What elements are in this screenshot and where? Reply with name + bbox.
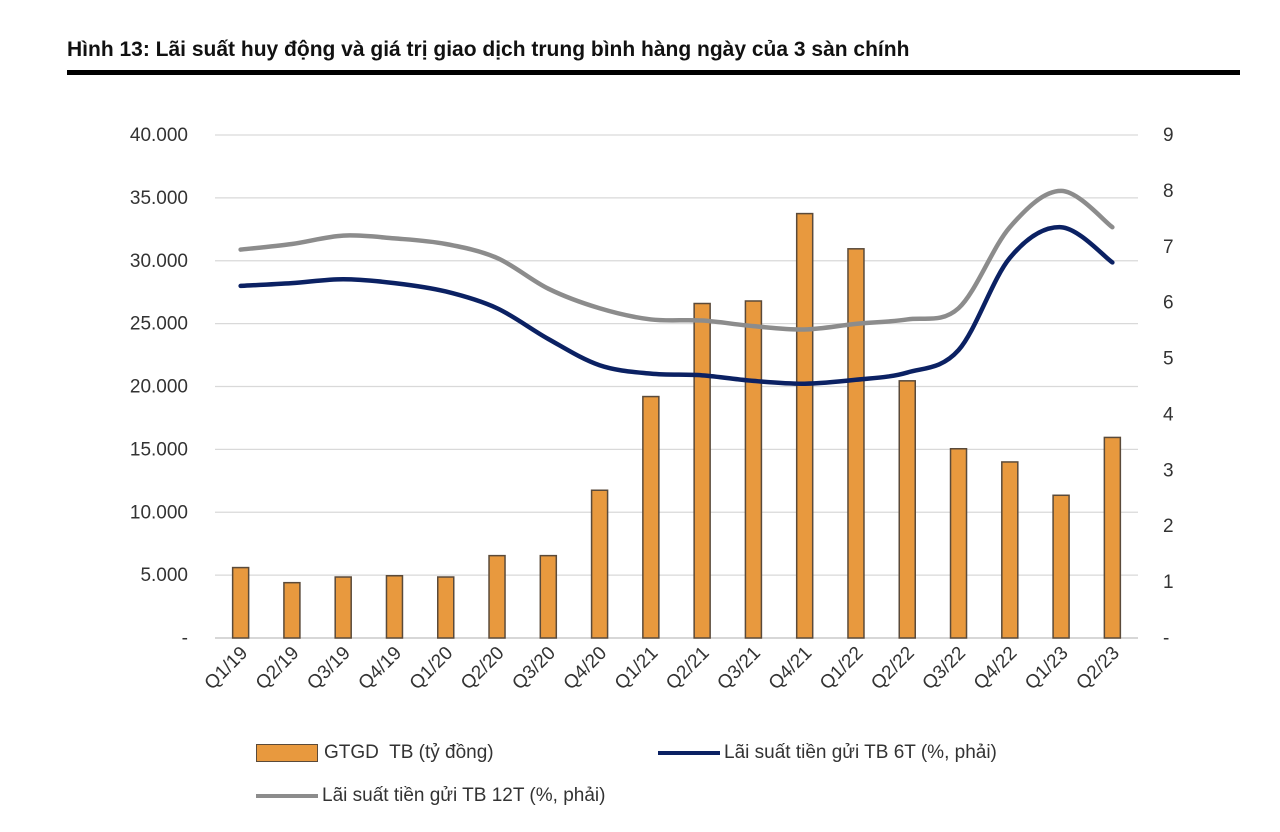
bar: [898, 380, 916, 639]
bar: [539, 554, 558, 639]
right-tick-label: 7: [1163, 237, 1174, 258]
bar: [795, 212, 814, 639]
right-tick-label: 6: [1163, 293, 1174, 314]
bar: [283, 581, 301, 639]
x-tick-label: Q1/19: [201, 643, 252, 694]
bar: [693, 302, 711, 639]
right-tick-label: 9: [1163, 125, 1174, 146]
right-tick-label: 1: [1163, 572, 1174, 593]
legend-item-6m: Lãi suất tiền gửi TB 6T (%, phải): [658, 742, 997, 764]
right-tick-label: 8: [1163, 181, 1174, 202]
legend-swatch-bar: [256, 744, 318, 762]
bar: [488, 554, 506, 639]
x-tick-label: Q1/23: [1021, 643, 1072, 694]
bar: [334, 576, 352, 639]
x-axis-ticks: Q1/19 Q2/19 Q3/19 Q4/19 Q1/20 Q2/20 Q3/20 Q4/20…: [201, 643, 1124, 694]
line-12m: [238, 188, 1115, 332]
bar: [642, 395, 660, 639]
bar-series: [231, 212, 1122, 639]
left-tick-label: 15.000: [130, 439, 188, 460]
x-tick-label: Q2/20: [457, 643, 508, 694]
legend-item-12m: Lãi suất tiền gửi TB 12T (%, phải): [256, 785, 605, 807]
right-tick-label: 3: [1163, 460, 1174, 481]
left-tick-label: 30.000: [130, 251, 188, 272]
left-tick-label: -: [182, 628, 188, 649]
bar: [1052, 494, 1070, 639]
x-tick-label: Q4/22: [970, 643, 1021, 694]
x-tick-label: Q2/23: [1072, 643, 1123, 694]
bar: [385, 575, 404, 639]
bar: [437, 576, 455, 639]
right-axis-ticks: - 1 2 3 4 5 6 7 8 9: [1163, 125, 1174, 649]
bar: [1001, 461, 1019, 639]
x-tick-label: Q2/19: [252, 643, 303, 694]
legend-label-6m: Lãi suất tiền gửi TB 6T (%, phải): [724, 742, 997, 763]
legend-label-bars: GTGD TB (tỷ đồng): [324, 742, 494, 763]
right-tick-label: 5: [1163, 349, 1174, 370]
line-series: [238, 188, 1115, 386]
line-6m: [238, 224, 1115, 386]
x-tick-label: Q3/19: [303, 643, 354, 694]
x-tick-label: Q1/22: [816, 643, 867, 694]
x-tick-label: Q3/20: [508, 643, 559, 694]
bar: [847, 248, 865, 639]
bar: [744, 300, 763, 639]
x-tick-label: Q2/21: [662, 643, 713, 694]
figure-title: Hình 13: Lãi suất huy động và giá trị gi…: [67, 38, 910, 61]
left-tick-label: 35.000: [130, 188, 188, 209]
x-tick-label: Q2/22: [867, 643, 918, 694]
left-tick-label: 40.000: [130, 125, 188, 146]
x-tick-label: Q4/19: [355, 643, 406, 694]
right-tick-label: -: [1163, 628, 1169, 649]
x-tick-label: Q4/21: [765, 643, 816, 694]
x-tick-label: Q4/20: [560, 643, 611, 694]
x-tick-label: Q1/20: [406, 643, 457, 694]
legend-swatch-12m: [256, 794, 318, 798]
bar: [231, 566, 250, 639]
x-tick-label: Q3/21: [713, 643, 764, 694]
gridlines: [215, 134, 1138, 639]
legend-swatch-6m: [658, 751, 720, 755]
left-tick-label: 25.000: [130, 314, 188, 335]
right-tick-label: 2: [1163, 516, 1174, 537]
right-tick-label: 4: [1163, 404, 1174, 425]
x-tick-label: Q3/22: [919, 643, 970, 694]
left-axis-ticks: - 5.000 10.000 15.000 20.000 25.000 30.000 35.0…: [130, 125, 188, 649]
title-rule: [67, 70, 1240, 75]
bar: [590, 489, 609, 639]
left-tick-label: 5.000: [140, 565, 188, 586]
bar: [949, 447, 968, 639]
legend-item-bars: GTGD TB (tỷ đồng): [256, 742, 494, 764]
left-tick-label: 10.000: [130, 502, 188, 523]
legend-label-12m: Lãi suất tiền gửi TB 12T (%, phải): [322, 785, 606, 806]
bar: [1103, 436, 1122, 639]
left-tick-label: 20.000: [130, 377, 188, 398]
x-tick-label: Q1/21: [611, 643, 662, 694]
